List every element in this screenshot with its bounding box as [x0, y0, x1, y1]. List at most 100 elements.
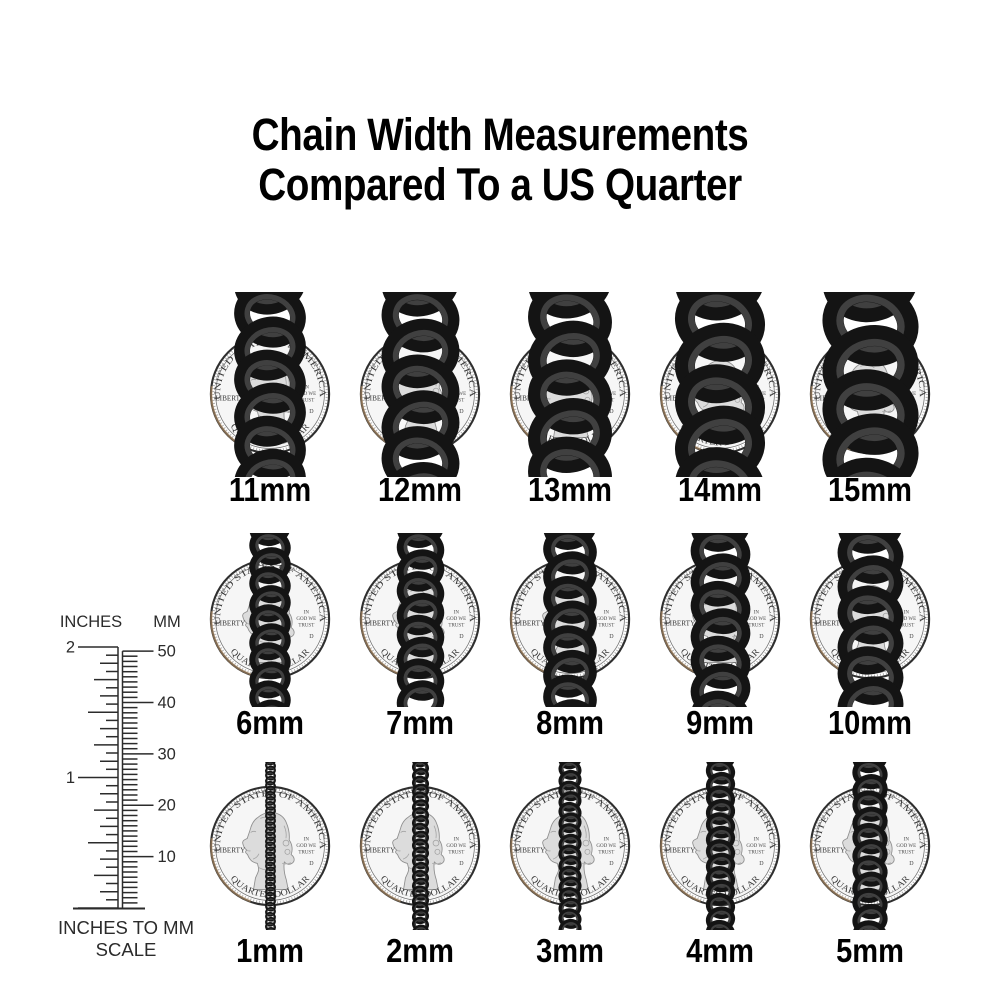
coin-reeding [662, 336, 778, 452]
coin-liberty-text: LIBERTY [365, 618, 395, 627]
coin-liberty-text: LIBERTY [215, 393, 245, 402]
size-sample-cell-10mm: UNITED STATES OF AMERICA QUARTER DOLLAR … [795, 533, 945, 747]
size-sample-cell-9mm: UNITED STATES OF AMERICA QUARTER DOLLAR … [645, 533, 795, 747]
page-title-line2: Compared To a US Quarter [258, 159, 742, 211]
ruler-mm-label: 50 [158, 643, 176, 661]
chain-size-label: 15mm [828, 471, 912, 508]
chain-size-label: 6mm [236, 704, 304, 741]
coin-motto-line2: GOD WE [746, 617, 766, 622]
chain-size-label: 12mm [378, 471, 462, 508]
size-sample-cell-1mm: UNITED STATES OF AMERICA QUARTER DOLLAR … [195, 762, 345, 975]
coin-mint-mark: D [609, 861, 614, 867]
size-sample-cell-7mm: UNITED STATES OF AMERICA QUARTER DOLLAR … [345, 533, 495, 747]
coin-motto-line3: TRUST [298, 399, 314, 404]
coin-liberty-text: LIBERTY [215, 845, 245, 854]
coin-reeding [512, 788, 628, 904]
chain-sample-image [837, 533, 903, 707]
chain-sample-image [396, 533, 444, 707]
chain-sample-image [411, 762, 429, 930]
coin-reeding [362, 788, 478, 904]
coin-mint-mark: D [759, 634, 764, 640]
coin-copper-edge [660, 838, 702, 903]
coin-motto-line1: IN [604, 611, 610, 616]
coin-motto-line1: IN [904, 838, 910, 843]
coin-motto-line3: TRUST [598, 624, 614, 629]
coin-liberty-text: LIBERTY [515, 618, 545, 627]
ruler-mm-label: 10 [158, 848, 176, 866]
ruler-caption-line2: SCALE [96, 939, 157, 960]
coin-motto-line2: GOD WE [446, 617, 466, 622]
coin-copper-edge [360, 838, 402, 903]
page-title-line1: Chain Width Measurements [251, 109, 749, 161]
coin-reeding [662, 561, 778, 677]
coin-motto-line2: GOD WE [296, 844, 316, 849]
chain-size-label: 3mm [536, 932, 604, 969]
size-sample-cell-5mm: UNITED STATES OF AMERICA QUARTER DOLLAR … [795, 762, 945, 975]
coin-liberty-text: LIBERTY [665, 845, 695, 854]
size-sample-cell-13mm: UNITED STATES OF AMERICA QUARTER DOLLAR … [495, 292, 645, 514]
size-sample-cell-12mm: UNITED STATES OF AMERICA QUARTER DOLLAR … [345, 292, 495, 514]
coin-motto-line3: TRUST [898, 624, 914, 629]
coin-liberty-text: LIBERTY [665, 618, 695, 627]
coin-reeding [812, 336, 928, 452]
chain-size-label: 4mm [686, 932, 754, 969]
coin-mint-mark: D [909, 861, 914, 867]
coin-mint-mark: D [459, 409, 464, 415]
coin-motto-line1: IN [604, 838, 610, 843]
coin-liberty-text: LIBERTY [365, 393, 395, 402]
size-sample-cell-6mm: UNITED STATES OF AMERICA QUARTER DOLLAR … [195, 533, 345, 747]
coin-motto-line1: IN [904, 611, 910, 616]
chain-size-label: 7mm [386, 704, 454, 741]
coin-liberty-text: LIBERTY [515, 845, 545, 854]
chain-sample-image [249, 533, 291, 707]
coin-reeding [512, 561, 628, 677]
coin-reeding [212, 336, 328, 452]
coin-motto-line1: IN [304, 611, 310, 616]
coin-motto-line2: GOD WE [446, 844, 466, 849]
coin-mint-mark: D [309, 634, 314, 640]
size-sample-cell-3mm: UNITED STATES OF AMERICA QUARTER DOLLAR … [495, 762, 645, 975]
chain-size-label: 13mm [528, 471, 612, 508]
coin-liberty-text: LIBERTY [215, 618, 245, 627]
inches-to-mm-ruler: INCHES MM 2 1 50 40 30 20 10 INCHES TO MM SCAL… [45, 600, 205, 970]
coin-motto-line3: TRUST [748, 851, 764, 856]
chain-size-label: 5mm [836, 932, 904, 969]
coin-mint-mark: D [909, 634, 914, 640]
coin-motto-line1: IN [304, 838, 310, 843]
coin-motto-line2: GOD WE [596, 844, 616, 849]
coin-motto-line2: GOD WE [596, 617, 616, 622]
chain-sample-image [528, 292, 612, 477]
ruler-inch-label: 1 [66, 769, 75, 787]
chain-size-label: 2mm [386, 932, 454, 969]
coin-copper-edge [510, 838, 552, 903]
chain-sample-image [234, 292, 306, 477]
coin-motto-line2: GOD WE [896, 617, 916, 622]
size-sample-cell-8mm: UNITED STATES OF AMERICA QUARTER DOLLAR … [495, 533, 645, 747]
ruler-mm-label: 40 [158, 694, 176, 712]
page-title: Chain Width Measurements Compared To a US… [70, 110, 930, 210]
size-sample-cell-4mm: UNITED STATES OF AMERICA QUARTER DOLLAR … [645, 762, 795, 975]
size-sample-cell-15mm: UNITED STATES OF AMERICA QUARTER DOLLAR … [795, 292, 945, 514]
chain-sample-image [690, 533, 750, 707]
coin-motto-line3: TRUST [748, 624, 764, 629]
coin-motto-line2: GOD WE [896, 844, 916, 849]
coin-copper-edge [660, 611, 702, 676]
ruler-caption-line1: INCHES TO MM [58, 917, 194, 938]
coin-mint-mark: D [309, 409, 314, 415]
size-sample-cell-14mm: UNITED STATES OF AMERICA QUARTER DOLLAR … [645, 292, 795, 514]
coin-reeding [212, 788, 328, 904]
coin-liberty-text: LIBERTY [365, 845, 395, 854]
coin-mint-mark: D [459, 861, 464, 867]
coin-reeding [812, 561, 928, 677]
chain-sample-image [852, 762, 888, 930]
coin-liberty-text: LIBERTY [815, 618, 845, 627]
coin-copper-edge [810, 838, 852, 903]
coin-motto-line2: GOD WE [296, 617, 316, 622]
chain-size-label: 10mm [828, 704, 912, 741]
coin-motto-line3: TRUST [448, 624, 464, 629]
coin-copper-edge [510, 611, 552, 676]
chain-sample-image [705, 762, 735, 930]
chain-size-label: 14mm [678, 471, 762, 508]
chain-sample-image [674, 292, 766, 477]
coin-reeding [812, 788, 928, 904]
